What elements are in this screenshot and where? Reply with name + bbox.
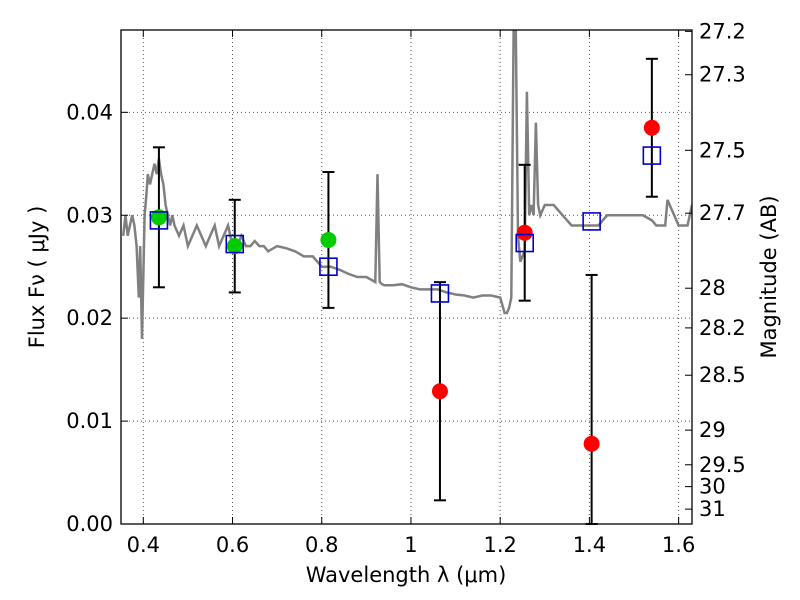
model-band-square xyxy=(515,233,535,253)
x-tick-label: 1 xyxy=(404,533,417,557)
red-point xyxy=(583,435,600,452)
photometry-markers xyxy=(149,119,662,452)
y-tick-label: 0.03 xyxy=(66,203,113,227)
mag-tick-label: 30 xyxy=(699,475,726,499)
red-errorbar xyxy=(585,273,598,525)
magnitude-axis-label: Magnitude (AB) xyxy=(757,195,781,358)
mag-tick-label: 29.5 xyxy=(699,453,746,477)
y-axis-label: Flux Fν ( μJy ) xyxy=(25,206,49,349)
mag-tick-label: 27.5 xyxy=(699,138,746,162)
axes xyxy=(120,29,693,525)
mag-tick-label: 27.2 xyxy=(699,19,746,43)
model-band-square xyxy=(582,212,601,231)
mag-tick-label: 28.2 xyxy=(699,316,746,340)
x-tick-label: 1.2 xyxy=(483,533,516,557)
y-tick-label: 0.02 xyxy=(66,306,113,330)
x-tick-label: 0.6 xyxy=(216,533,249,557)
green-point xyxy=(320,231,337,248)
mag-tick-label: 29 xyxy=(699,418,726,442)
green-point xyxy=(226,238,243,255)
model-band-square xyxy=(430,284,450,303)
model-band-square xyxy=(319,257,338,277)
model-band-square xyxy=(149,211,169,230)
model-spectrum-line xyxy=(121,30,692,339)
y-tick-label: 0.01 xyxy=(66,409,113,433)
red-point xyxy=(431,383,448,400)
x-tick-label: 0.4 xyxy=(127,533,160,557)
model-spectrum xyxy=(121,30,692,339)
x-tick-label: 1.6 xyxy=(662,533,695,557)
red-point xyxy=(516,224,533,241)
x-tick-label: 1.4 xyxy=(573,533,606,557)
grid-lines xyxy=(121,30,692,524)
x-tick-label: 0.8 xyxy=(305,533,338,557)
red-point xyxy=(643,119,660,136)
green-point xyxy=(150,209,167,226)
mag-tick-label: 31 xyxy=(699,497,726,521)
model-band-square xyxy=(642,146,662,165)
x-axis-label: Wavelength λ (μm) xyxy=(306,563,507,587)
error-bars xyxy=(152,57,658,525)
tick-labels: 0.4 0.6 0.8 1 1.2 1.4 1.6 0.00 0.01 0.02 0.03 0.04 2… xyxy=(66,19,746,557)
y-tick-label: 0.04 xyxy=(66,100,113,124)
mag-tick-label: 27.7 xyxy=(699,201,746,225)
mag-tick-label: 28.5 xyxy=(699,363,746,387)
mag-tick-label: 28 xyxy=(699,276,726,300)
plot-frame xyxy=(120,29,693,525)
mag-tick-label: 27.3 xyxy=(699,63,746,87)
y-tick-label: 0.00 xyxy=(66,512,113,536)
model-band-square xyxy=(225,234,245,254)
